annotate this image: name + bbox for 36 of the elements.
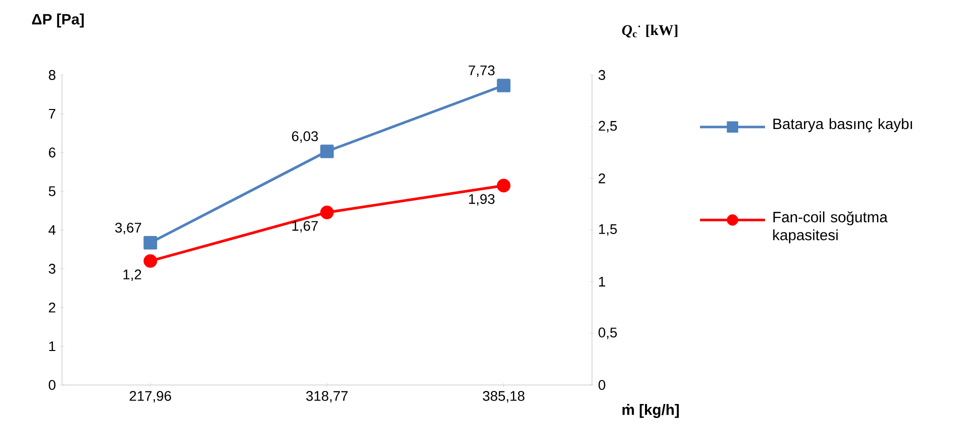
y-tick-label: 4 xyxy=(48,225,56,235)
x-tick-label: 385,18 xyxy=(482,391,524,403)
x-tick-label: 318,77 xyxy=(306,391,348,403)
y-tick-label: 0 xyxy=(48,380,56,390)
y-tick-label: 6 xyxy=(48,148,56,158)
y2-tick-label: 0 xyxy=(598,380,606,390)
legend-label: Fan-coil soğutma kapasitesi xyxy=(773,211,888,244)
point xyxy=(320,144,334,158)
y-axis-title: ΔP [Pa] xyxy=(32,14,84,28)
y-tick-label: 1 xyxy=(49,341,56,352)
y-tick-label: 8 xyxy=(48,70,56,80)
y2-tick-label: 0,5 xyxy=(598,328,617,340)
y2-tick-label: 3 xyxy=(598,70,606,80)
y-tick-label: 5 xyxy=(48,186,56,196)
point xyxy=(320,206,334,220)
y2-axis-title: Q$_{c}$$^{·}$ [kW] xyxy=(622,24,678,38)
x-tick-label: 217,96 xyxy=(130,391,172,403)
y-tick-label: 7 xyxy=(48,108,56,119)
point xyxy=(496,78,510,92)
y-tick-label: 3 xyxy=(48,264,56,274)
data-label: 1,2 xyxy=(123,270,142,282)
y2-tick-label: 1 xyxy=(599,276,606,286)
y2-tick-label: 2 xyxy=(598,173,606,184)
y2-tick-label: 1,5 xyxy=(599,224,617,236)
data-label: 7,73 xyxy=(468,65,495,77)
point xyxy=(144,254,158,268)
data-label: 6,03 xyxy=(292,131,318,143)
point xyxy=(496,178,510,192)
y2-tick-label: 2,5 xyxy=(598,120,617,132)
data-label: 1,93 xyxy=(469,194,495,206)
data-label: 1,67 xyxy=(292,220,318,232)
legend-label: Batarya basınç kaybı xyxy=(773,118,912,132)
y-tick-label: 2 xyxy=(48,302,56,312)
point xyxy=(144,236,158,250)
x-axis-title: ṁ [kg/h] xyxy=(622,404,679,418)
data-label: 3,67 xyxy=(115,222,142,234)
